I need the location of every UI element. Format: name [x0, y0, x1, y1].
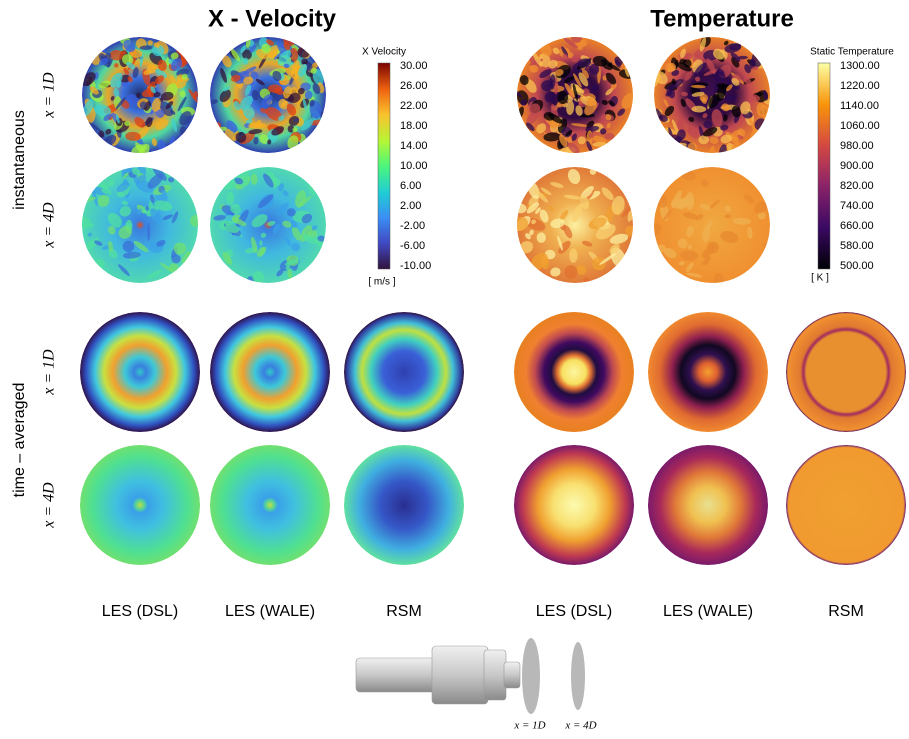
colorbar-unit: [ m/s ] — [368, 277, 395, 288]
colorbar-title: X Velocity — [362, 47, 406, 58]
contour-disk — [210, 312, 330, 432]
contour-disk — [514, 312, 634, 432]
disk-fill — [344, 312, 464, 432]
combustor-diagram: x = 1D x = 4D — [356, 638, 597, 732]
contour-disk — [210, 167, 327, 286]
disk-fill — [786, 445, 906, 565]
disk-fill — [210, 445, 330, 565]
figure: X - Velocity Temperature X Velocity [ m/… — [0, 0, 909, 734]
row-label: x = 4D — [41, 482, 58, 529]
contour-disk — [79, 31, 199, 161]
colorbar — [378, 63, 390, 269]
turbulent-structure — [520, 99, 527, 105]
contour-disk — [651, 34, 774, 160]
panel-title: Temperature — [650, 5, 794, 32]
plane-label: x = 1D — [513, 720, 545, 732]
colorbar-tick-label: 740.00 — [840, 200, 874, 212]
contour-disk — [344, 445, 464, 565]
column-label: LES (WALE) — [663, 603, 753, 620]
disk-fill — [80, 445, 200, 565]
colorbar-tick-label: 580.00 — [840, 240, 874, 252]
colorbar-tick-label: -6.00 — [400, 240, 425, 252]
colorbar-tick-label: 820.00 — [840, 180, 874, 192]
colorbar-tick-label: 900.00 — [840, 160, 874, 172]
colorbar-tick-label: 660.00 — [840, 220, 874, 232]
colorbar-tick-label: 22.00 — [400, 100, 428, 112]
contour-disk — [513, 29, 638, 156]
colorbar-tick-label: 30.00 — [400, 60, 428, 72]
colorbar-unit: [ K ] — [811, 273, 829, 284]
colorbar-tick-label: -10.00 — [400, 260, 431, 272]
column-label: RSM — [386, 603, 422, 620]
row-group-label: instantaneous — [11, 110, 28, 210]
colorbar-tick-label: 10.00 — [400, 160, 428, 172]
contour-disk — [80, 312, 200, 432]
contour-disk — [514, 445, 634, 565]
column-label: LES (DSL) — [102, 603, 178, 620]
contour-disk — [786, 445, 906, 565]
column-label: LES (WALE) — [225, 603, 315, 620]
colorbar-tick-label: 1140.00 — [840, 100, 879, 112]
contour-disk — [210, 445, 330, 565]
disk-fill — [786, 312, 906, 432]
contour-disk — [74, 158, 201, 283]
row-group-label: time – averaged — [11, 383, 28, 498]
colorbar-tick-label: 1300.00 — [840, 60, 880, 72]
contour-disk — [511, 167, 638, 287]
disk-fill — [648, 312, 768, 432]
colorbar-tick-label: 500.00 — [840, 260, 874, 272]
contour-disk — [786, 312, 906, 432]
colorbar-tick-label: 14.00 — [400, 140, 428, 152]
colorbar-tick-label: 980.00 — [840, 140, 874, 152]
colorbar-tick-label: 1220.00 — [840, 80, 880, 92]
turbulent-structure — [529, 65, 538, 73]
colorbar-title: Static Temperature — [810, 47, 894, 58]
row-label: x = 4D — [41, 202, 58, 249]
row-label: x = 1D — [41, 72, 58, 119]
disk-fill — [210, 312, 330, 432]
column-label: LES (DSL) — [536, 603, 612, 620]
colorbar-tick-label: 18.00 — [400, 120, 428, 132]
colorbar — [818, 63, 830, 269]
colorbar-tick-label: -2.00 — [400, 220, 425, 232]
contour-disk — [648, 445, 768, 565]
panel-title: X - Velocity — [208, 5, 337, 32]
colorbar-tick-label: 26.00 — [400, 80, 428, 92]
row-label: x = 1D — [41, 349, 58, 396]
colorbar-tick-label: 2.00 — [400, 200, 421, 212]
contour-disk — [344, 312, 464, 432]
disk-fill — [514, 312, 634, 432]
plane-label: x = 4D — [564, 720, 596, 732]
contour-disk — [648, 312, 768, 432]
contour-disk — [645, 167, 770, 286]
contour-disk — [210, 34, 327, 153]
disk-fill — [344, 445, 464, 565]
turbulent-structure — [268, 84, 283, 93]
colorbar-tick-label: 6.00 — [400, 180, 421, 192]
disk-fill — [654, 167, 770, 283]
disk-fill — [648, 445, 768, 565]
contour-plots — [74, 29, 906, 565]
contour-disk — [80, 445, 200, 565]
disk-fill — [80, 312, 200, 432]
column-label: RSM — [828, 603, 864, 620]
disk-fill — [514, 445, 634, 565]
colorbar-tick-label: 1060.00 — [840, 120, 880, 132]
